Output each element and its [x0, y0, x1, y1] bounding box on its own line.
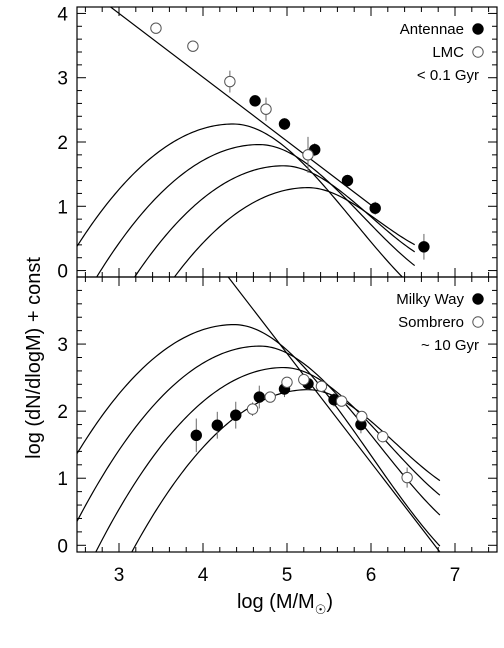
data-point-open: [335, 395, 348, 407]
data-point-filled: [230, 409, 242, 421]
legend-label: LMC: [432, 44, 464, 61]
data-point-open: [377, 430, 389, 443]
y-axis-title: log (dN/dlogM) + const: [23, 257, 45, 459]
y-tick-label: 2: [57, 402, 68, 423]
plot-area: [77, 7, 416, 277]
data-point-open: [315, 380, 328, 393]
model-curve: [77, 324, 441, 547]
model-curve: [77, 345, 441, 522]
legend-label: Milky Way: [396, 291, 464, 308]
data-point-open: [298, 373, 310, 386]
x-tick-label: 3: [114, 565, 125, 586]
x-tick-label: 5: [282, 565, 293, 586]
legend-label: ~ 10 Gyr: [421, 337, 479, 354]
data-point-open: [187, 40, 199, 52]
legend-marker-filled: [472, 293, 484, 305]
x-tick-label: 4: [198, 565, 209, 586]
data-point-open: [281, 376, 293, 389]
y-tick-label: 2: [57, 133, 68, 154]
model-curve: [77, 123, 404, 277]
data-point-filled: [211, 419, 223, 431]
data-point-filled: [190, 429, 202, 441]
x-axis-title: log (M/M☉): [237, 591, 333, 617]
plot-area: [77, 277, 441, 552]
legend-marker-filled: [472, 23, 484, 35]
y-tick-label: 3: [57, 335, 68, 356]
power-law-line: [110, 7, 372, 206]
data-point-filled: [253, 391, 265, 403]
top-panel: 0 1 2 3 4 Antennae LMC < 0.1 Gyr: [57, 4, 498, 283]
model-curve: [96, 143, 416, 277]
legend-label: Antennae: [400, 21, 464, 38]
y-tick-label: 0: [57, 262, 68, 283]
data-point-open: [260, 103, 272, 115]
data-point-open: [356, 410, 368, 423]
y-tick-label: 1: [57, 469, 68, 490]
data-point-filled: [278, 118, 291, 130]
model-curve: [173, 187, 415, 277]
data-point-filled: [249, 95, 261, 107]
data-point-open: [302, 149, 314, 161]
y-tick-label: 1: [57, 197, 68, 218]
data-point-open: [264, 391, 276, 403]
data-point-open: [246, 403, 259, 415]
legend-marker-open: [472, 316, 484, 328]
data-point-filled: [369, 202, 381, 214]
bottom-panel: 0 1 2 3 3 4 5 6 7 Milky Way Sombrero ~ 10 Gyr: [57, 276, 498, 586]
data-point-open: [150, 22, 162, 34]
legend-marker-open: [472, 46, 484, 58]
y-tick-label: 3: [57, 69, 68, 90]
y-tick-label: 4: [57, 4, 68, 25]
power-law-line: [227, 277, 441, 552]
legend-label: < 0.1 Gyr: [417, 67, 479, 84]
data-point-open: [401, 471, 413, 484]
data-point-open: [224, 75, 236, 88]
model-curve: [133, 165, 416, 277]
y-tick-label: 0: [57, 536, 68, 557]
data-point-filled: [418, 241, 430, 253]
legend-label: Sombrero: [398, 314, 464, 331]
x-tick-label: 6: [366, 565, 377, 586]
x-tick-label: 7: [450, 565, 461, 586]
data-point-filled: [341, 174, 354, 187]
